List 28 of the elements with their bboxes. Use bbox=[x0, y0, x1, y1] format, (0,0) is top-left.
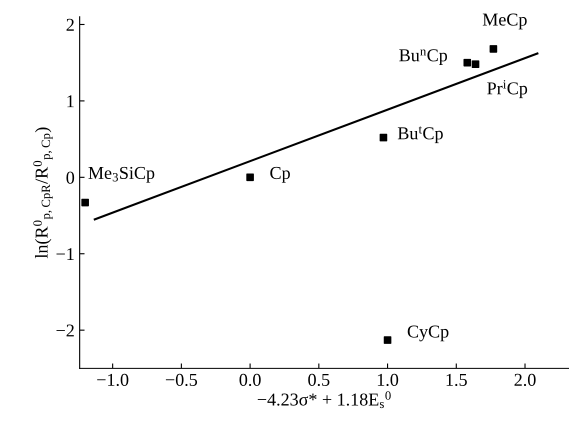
annotation: MeCp bbox=[482, 14, 527, 30]
x-tick-label: 1.5 bbox=[446, 374, 467, 386]
point bbox=[472, 60, 480, 68]
point bbox=[246, 174, 254, 182]
annotation: Pr$^{i}$Cp bbox=[487, 80, 528, 98]
point bbox=[380, 134, 388, 142]
x-tick-label: 0.5 bbox=[308, 374, 330, 386]
y-tick-label: −2 bbox=[56, 324, 74, 336]
y-tick-label: 2 bbox=[66, 18, 74, 31]
annotation: Bu$^{t}$Cp bbox=[398, 126, 443, 144]
y-tick-label: 0 bbox=[66, 172, 74, 184]
point bbox=[490, 45, 498, 53]
x-axis-title: −4.23σ* + 1.18E$_{s}$$^{0}$ bbox=[258, 391, 391, 408]
point bbox=[463, 58, 472, 66]
x-tick-label: 1.0 bbox=[378, 374, 398, 386]
annotation: Cp bbox=[270, 166, 290, 183]
y-tick-label: −1 bbox=[56, 248, 74, 260]
x-tick-label: 0.0 bbox=[240, 374, 261, 386]
y-axis-title: ln(R$^{0}$$_{p,CpR}$/R$^{0}$$_{p,Cp}$) bbox=[33, 128, 53, 258]
x-tick-label: −1.0 bbox=[97, 374, 128, 386]
x-tick-label: −0.5 bbox=[166, 374, 198, 386]
x-tick-label: 2.0 bbox=[514, 374, 536, 386]
point bbox=[384, 336, 392, 344]
y-tick-label: 1 bbox=[67, 95, 74, 108]
annotation: Me$_{3}$SiCp bbox=[88, 166, 154, 183]
point bbox=[81, 198, 89, 206]
annotation: CyCp bbox=[408, 325, 448, 342]
annotation: Bu$^{n}$Cp bbox=[399, 49, 448, 66]
